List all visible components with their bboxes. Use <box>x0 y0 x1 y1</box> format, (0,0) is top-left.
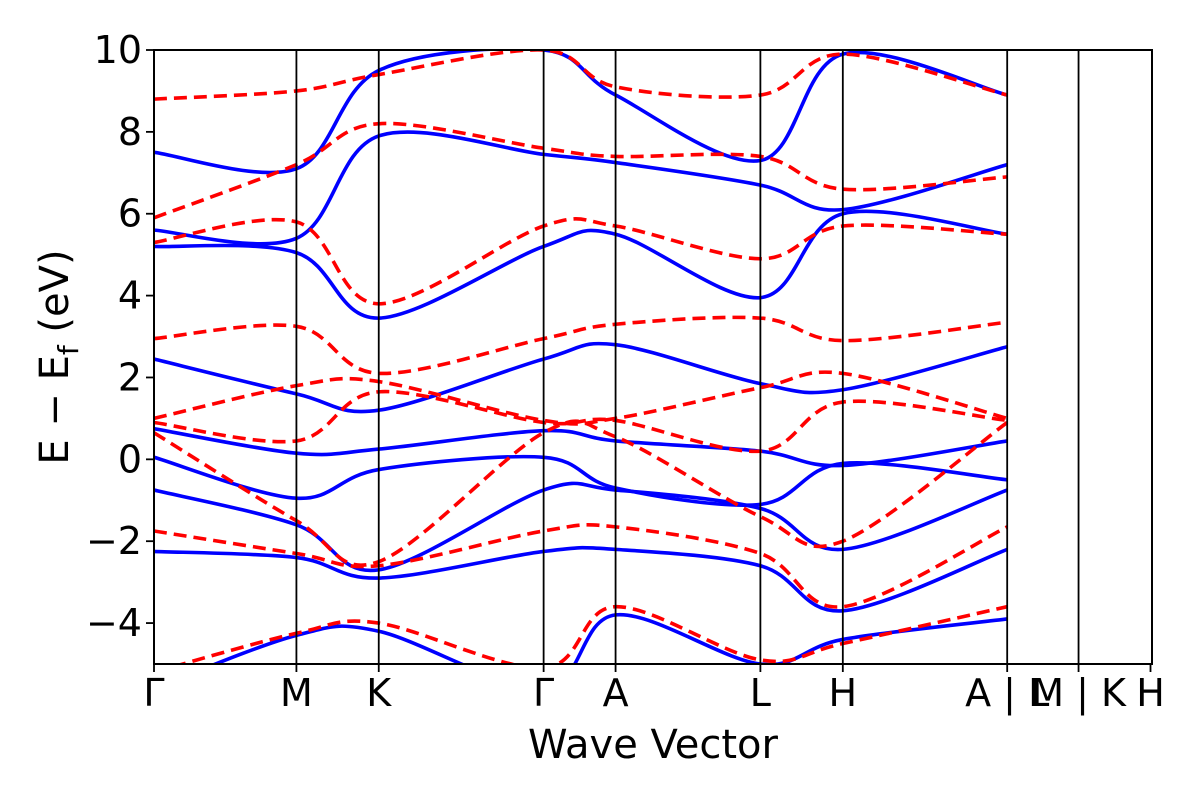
y-tick-label-5: 4 <box>118 274 142 318</box>
dashed-band-line-7 <box>154 217 1008 306</box>
dashed-band-line-6 <box>154 315 1008 376</box>
y-tick-label-1: −4 <box>86 601 142 645</box>
x-tick-label-7: H <box>829 671 858 715</box>
x-tick-label-9: M | K <box>1031 671 1127 716</box>
y-tick-label-2: −2 <box>86 519 142 563</box>
x-tick-label-3: K <box>366 671 392 715</box>
x-tick-label-10: H <box>1136 671 1165 715</box>
x-tick-label-6: L <box>750 671 771 715</box>
high-symmetry-lines <box>295 50 1080 664</box>
y-tick-label-4: 2 <box>118 355 142 399</box>
solid-band-line-9 <box>154 50 1008 175</box>
x-tick-label-4: Γ <box>533 671 554 715</box>
dashed-band-line-5 <box>154 370 1008 426</box>
solid-band-line-4 <box>154 454 1008 507</box>
x-tick-label-5: A <box>603 671 629 715</box>
x-tick-label-2: M <box>280 671 313 715</box>
dashed-band-line-2 <box>154 523 1008 609</box>
dashed-band-line-1 <box>176 604 1008 664</box>
solid-band-line-7 <box>154 209 1008 320</box>
dashed-band-line-9 <box>154 50 1008 101</box>
solid-band-line-2 <box>154 545 1008 613</box>
x-tick-label-8: A | L <box>965 671 1049 716</box>
y-tick-label-8: 10 <box>94 28 142 72</box>
dashed-band-line-8 <box>154 121 1008 220</box>
y-axis-title-subscript: f <box>52 344 85 355</box>
solid-band-line-5 <box>154 426 1008 468</box>
y-axis-title-main: E − E <box>32 355 78 465</box>
y-tick-label-6: 6 <box>118 192 142 236</box>
y-axis-title: E − Ef (eV) <box>32 249 85 464</box>
y-tick-label-7: 8 <box>118 110 142 154</box>
solid-band-line-1 <box>210 613 1008 664</box>
plot-frame <box>153 49 1153 665</box>
y-axis-ticks: −4 −2 0 2 4 6 8 10 <box>86 28 154 645</box>
band-lines <box>154 50 1009 664</box>
y-tick-label-3: 0 <box>118 437 142 481</box>
x-axis-title: Wave Vector <box>528 722 779 768</box>
y-axis-title-unit: (eV) <box>32 249 78 345</box>
x-tick-label-1: Γ <box>143 671 164 715</box>
solid-band-line-8 <box>154 130 1008 246</box>
dashed-band-line-4 <box>154 389 1008 454</box>
